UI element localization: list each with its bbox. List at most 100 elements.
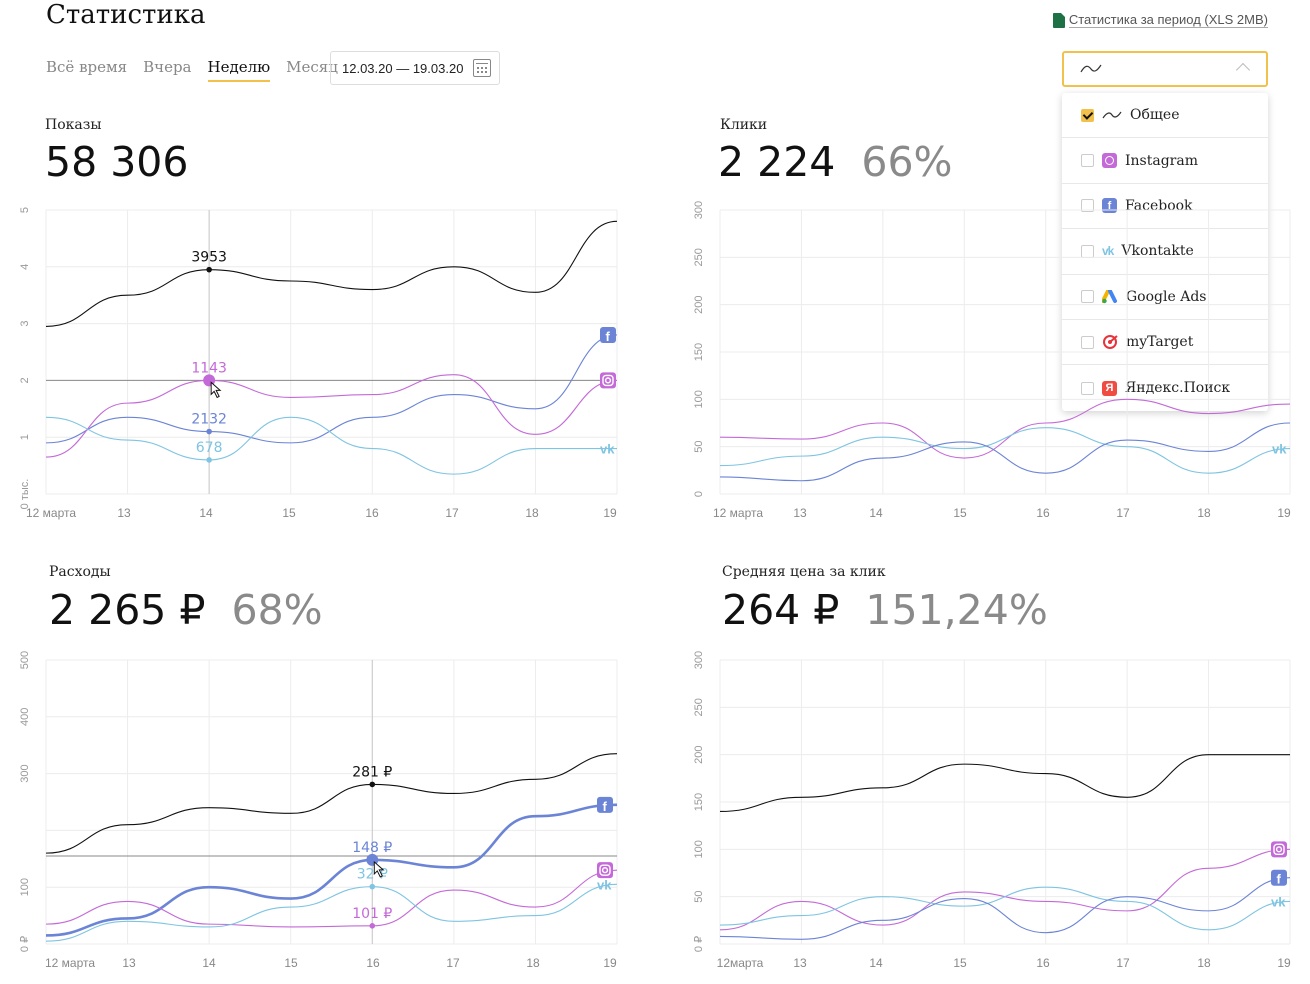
x-tick-label: 18 [1197,506,1211,520]
x-tick-label: 18 [525,506,539,520]
checkbox-facebook[interactable] [1081,199,1094,213]
checkbox-mytarget[interactable] [1081,335,1094,349]
line-chart-icon [1080,64,1102,73]
checkbox-google-ads[interactable] [1081,290,1094,304]
x-tick-label: 14 [869,506,883,520]
x-tick-label: 13 [122,956,136,970]
vk-icon-glyph: vk [1272,442,1287,457]
y-tick-label: 150 [693,793,705,811]
facebook-icon-bg [597,796,613,813]
y-tick-label: 250 [693,248,705,266]
cpc-label: Средняя цена за клик [722,564,886,580]
option-total[interactable]: Общее [1062,93,1268,139]
facebook-icon-glyph: f [1277,872,1282,887]
x-tick-label: 16 [365,506,379,520]
x-tick-label: 14 [199,506,213,520]
checkbox-yandex-search[interactable] [1081,381,1094,395]
data-point-instagram [369,923,376,929]
date-range-picker[interactable]: 12.03.20 — 19.03.20 [330,51,500,85]
spend-value: 2 265 ₽ [49,586,206,634]
y-tick-label: 200 [693,295,705,313]
spend-chart: 0 ₽ 100 300 400 500 12 марта 13 14 15 16 17 18 19 281… [19,651,618,970]
series-line-facebook [719,422,1291,482]
option-label: Vkontakte [1121,243,1194,260]
facebook-icon-bg [600,326,616,343]
series-line-total [719,754,1290,813]
data-point-vk [369,883,376,890]
vk-icon-glyph: vk [1271,894,1286,909]
x-tick-label: 16 [1036,956,1050,970]
option-label: Google Ads [1126,288,1207,305]
series-line-instagram [45,869,618,928]
tab-all-time[interactable]: Всё время [46,58,128,76]
period-tabs: Всё время Вчера Неделю Месяц [46,58,338,82]
line-chart-icon [1102,111,1122,119]
y-tick-label: 50 [693,441,705,453]
y-tick-label: 200 [693,745,705,763]
facebook-icon-bg [1271,869,1287,886]
clicks-label: Клики [720,117,768,133]
shows-chart: 0 тыс. 1 2 3 4 5 12 марта 13 14 15 16 17 18 19 3953 213… [19,207,618,520]
option-vkontakte[interactable]: vk Vkontakte [1062,229,1268,275]
data-point-vk [206,457,212,463]
vk-icon: vk [1271,894,1286,909]
source-select[interactable] [1062,51,1268,87]
export-link[interactable]: Статистика за период (XLS 2MB) [1052,12,1268,28]
date-range-value: 12.03.20 — 19.03.20 [342,60,464,76]
tab-week[interactable]: Неделю [207,58,271,82]
data-label-total: 281 ₽ [352,764,392,780]
spend-percent: 68% [231,586,323,634]
option-yandex-search[interactable]: Я Яндекс.Поиск [1062,365,1268,410]
series-line-instagram [719,848,1291,931]
instagram-icon [1102,153,1117,169]
y-tick-label: 100 [693,390,705,408]
mytarget-icon [1103,335,1118,350]
x-tick-label: 13 [117,506,131,520]
pointer-cursor-icon [210,381,222,399]
option-instagram[interactable]: Instagram [1062,138,1268,184]
y-tick-label: 4 [19,264,31,270]
source-dropdown: Общее Instagram f Facebook vk Vkontakte … [1062,93,1268,411]
x-tick-label: 15 [953,956,967,970]
x-tick-label: 15 [282,506,296,520]
y-tick-label: 400 [19,708,31,726]
data-label-vk: 678 [196,440,223,456]
x-tick-label: 16 [1036,506,1050,520]
export-label[interactable]: Статистика за период (XLS 2MB) [1068,12,1268,28]
google-ads-icon [1102,289,1117,303]
instagram-icon-frame [1273,843,1285,856]
facebook-icon-glyph: f [603,799,608,814]
option-label: Instagram [1125,152,1198,169]
y-tick-label: 50 [693,891,705,903]
data-point-total [369,781,376,788]
x-tick-label: 15 [953,506,967,520]
vk-icon-glyph: vk [600,442,615,457]
checkbox-total[interactable] [1081,108,1094,122]
instagram-icon-lens [601,867,609,874]
tab-month[interactable]: Месяц [286,58,338,76]
checkbox-instagram[interactable] [1081,154,1094,168]
series-line-facebook [45,803,618,937]
x-tick-label: 15 [284,956,298,970]
shows-value-row: 58 306 [45,138,188,186]
y-tick-label: 2 [19,377,31,383]
option-google-ads[interactable]: Google Ads [1062,275,1268,320]
x-tick-label: 17 [445,506,459,520]
y-tick-label: 100 [19,878,31,896]
x-tick-label: 14 [869,956,883,970]
y-tick-label: 100 [693,840,705,858]
series-line-vk [719,427,1291,474]
xls-file-icon [1052,12,1065,28]
option-mytarget[interactable]: myTarget [1062,320,1268,366]
series-line-instagram [719,398,1291,459]
instagram-icon-frame [602,374,614,387]
x-tick-label: 13 [793,956,807,970]
tab-yesterday[interactable]: Вчера [143,58,192,76]
spend-label: Расходы [49,564,111,580]
y-tick-label: 0 тыс. [19,479,31,510]
chevron-up-icon [1235,62,1251,78]
vk-icon: vk [1272,442,1287,457]
series-line-instagram [45,374,618,458]
data-point-total [206,266,212,273]
instagram-icon-lens [1275,846,1283,853]
